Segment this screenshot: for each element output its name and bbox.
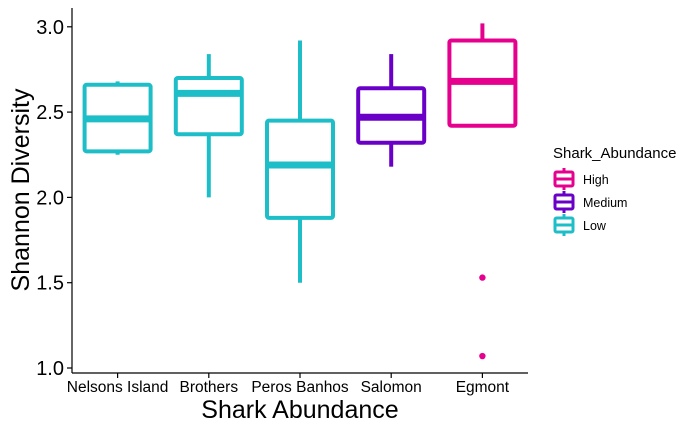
legend-title: Shark_Abundance <box>553 145 676 162</box>
y-tick-label: 3.0 <box>36 17 64 39</box>
tick-layer: Nelsons Island Brothers Peros Banhos Salomo… <box>36 17 510 396</box>
box-layer <box>82 23 518 360</box>
box-iqr <box>173 75 244 137</box>
y-tick-label: 1.0 <box>36 358 64 380</box>
x-tick-label: Nelsons Island <box>67 379 169 396</box>
box-egmont <box>447 23 518 360</box>
legend: Shark_Abundance High Medium Low <box>553 145 676 236</box>
y-tick-label: 1.5 <box>36 273 64 295</box>
x-axis-title: Shark Abundance <box>201 396 398 424</box>
box-brothers <box>173 54 244 198</box>
y-tick-label: 2.5 <box>36 102 64 124</box>
box-iqr <box>265 118 335 220</box>
legend-label: High <box>583 173 609 187</box>
outlier-point <box>479 352 486 360</box>
legend-key-medium <box>553 191 575 213</box>
y-axis-title: Shannon Diversity <box>7 88 35 291</box>
x-tick-label: Peros Banhos <box>251 379 349 396</box>
outlier-point <box>479 274 486 281</box>
box-nelsons-island <box>82 81 153 155</box>
x-tick-label: Egmont <box>456 379 510 396</box>
x-tick-label: Brothers <box>180 379 239 396</box>
y-tick-label: 2.0 <box>36 187 64 209</box>
legend-key-high <box>553 168 575 190</box>
legend-label: Low <box>583 219 607 233</box>
legend-label: Medium <box>583 196 627 210</box>
x-tick-label: Salomon <box>361 379 422 396</box>
legend-key-low <box>553 214 575 236</box>
box-salomon <box>356 54 427 167</box>
box-peros-banhos <box>265 40 335 283</box>
